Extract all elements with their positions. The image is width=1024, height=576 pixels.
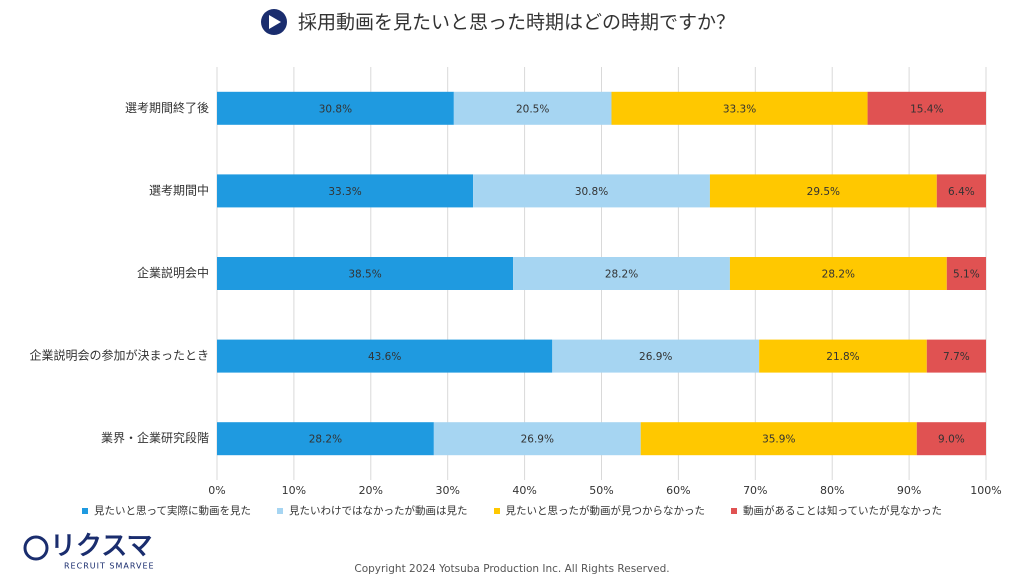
legend-item: 見たいと思って実際に動画を見た xyxy=(82,503,251,518)
x-tick-label: 80% xyxy=(820,484,844,497)
bar-segment xyxy=(936,174,986,208)
x-tick-label: 30% xyxy=(435,484,459,497)
data-label: 21.8% xyxy=(826,351,859,363)
logo-subtext: RECRUIT SMARVEE xyxy=(64,562,155,571)
legend-item: 動画があることは知っていたが見なかった xyxy=(731,503,942,518)
data-label: 15.4% xyxy=(910,103,943,115)
bar-segment xyxy=(926,339,986,373)
data-label: 38.5% xyxy=(348,269,381,281)
legend-swatch xyxy=(493,508,500,514)
data-label: 30.8% xyxy=(575,186,608,198)
data-label: 29.5% xyxy=(807,186,840,198)
data-label: 33.3% xyxy=(328,186,361,198)
legend-swatch xyxy=(82,508,89,514)
data-label: 28.2% xyxy=(605,269,638,281)
logo-icon xyxy=(23,535,49,561)
y-tick-label: 選考期間終了後 xyxy=(125,100,209,115)
bar-segment xyxy=(867,91,986,125)
data-label: 28.2% xyxy=(822,269,855,281)
data-label: 7.7% xyxy=(943,351,970,363)
bar-segment xyxy=(217,257,514,290)
data-label: 35.9% xyxy=(762,434,795,446)
bar-segment xyxy=(640,422,917,456)
bar-segment xyxy=(946,257,986,290)
data-label: 43.6% xyxy=(368,351,401,363)
data-label: 28.2% xyxy=(309,434,342,446)
legend: 見たいと思って実際に動画を見た 見たいわけではなかったが動画は見た 見たいと思ったが… xyxy=(0,503,1024,518)
bar-segment xyxy=(453,91,612,125)
data-label: 20.5% xyxy=(516,103,549,115)
data-label: 33.3% xyxy=(723,103,756,115)
legend-item: 見たいと思ったが動画が見つからなかった xyxy=(493,503,706,518)
y-tick-label: 業界・企業研究段階 xyxy=(101,430,209,445)
y-tick-label: 選考期間中 xyxy=(149,182,209,197)
legend-label: 動画があることは知っていたが見なかった xyxy=(743,505,942,517)
x-tick-label: 20% xyxy=(359,484,383,497)
y-tick-label: 企業説明会の参加が決まったとき xyxy=(29,348,209,363)
logo-text: リクスマ xyxy=(50,532,152,562)
x-tick-label: 60% xyxy=(666,484,690,497)
x-tick-label: 90% xyxy=(897,484,921,497)
bar-segment xyxy=(729,257,947,290)
bar-segment xyxy=(217,174,474,208)
bar-segment xyxy=(217,422,434,456)
data-label: 26.9% xyxy=(639,351,672,363)
bar-segment xyxy=(473,174,710,208)
bar-segment xyxy=(709,174,937,208)
bar-segment xyxy=(611,91,868,125)
data-label: 6.4% xyxy=(948,186,975,198)
x-tick-label: 10% xyxy=(282,484,306,497)
bar-segment xyxy=(552,339,760,373)
y-tick-label: 企業説明会中 xyxy=(137,265,209,280)
legend-swatch xyxy=(731,508,737,514)
bar-segment xyxy=(217,339,553,373)
bar-segment xyxy=(916,422,986,456)
chart-title: 採用動画を見たいと思った時期はどの時期ですか？ xyxy=(298,12,735,34)
logo: リクスマ RECRUIT SMARVEE xyxy=(23,532,155,571)
data-label: 30.8% xyxy=(319,103,352,115)
bar-segment xyxy=(759,339,927,373)
legend-item: 見たいわけではなかったが動画は見た xyxy=(277,503,468,518)
copyright: Copyright 2024 Yotsuba Production Inc. A… xyxy=(354,563,669,575)
x-tick-label: 50% xyxy=(589,484,613,497)
title-icon-play xyxy=(269,15,281,29)
x-tick-label: 40% xyxy=(512,484,536,497)
bar-segment xyxy=(433,422,641,456)
legend-swatch xyxy=(277,508,283,514)
data-label: 9.0% xyxy=(938,434,965,446)
bar-segment xyxy=(513,257,730,290)
x-tick-label: 0% xyxy=(208,484,225,497)
legend-label: 見たいわけではなかったが動画は見た xyxy=(289,505,468,517)
x-tick-label: 100% xyxy=(970,484,1001,497)
x-tick-label: 70% xyxy=(743,484,767,497)
data-label: 26.9% xyxy=(521,434,554,446)
bar-segment xyxy=(217,91,454,125)
legend-label: 見たいと思って実際に動画を見た xyxy=(94,505,251,517)
legend-label: 見たいと思ったが動画が見つからなかった xyxy=(505,505,706,517)
data-label: 5.1% xyxy=(953,269,980,281)
